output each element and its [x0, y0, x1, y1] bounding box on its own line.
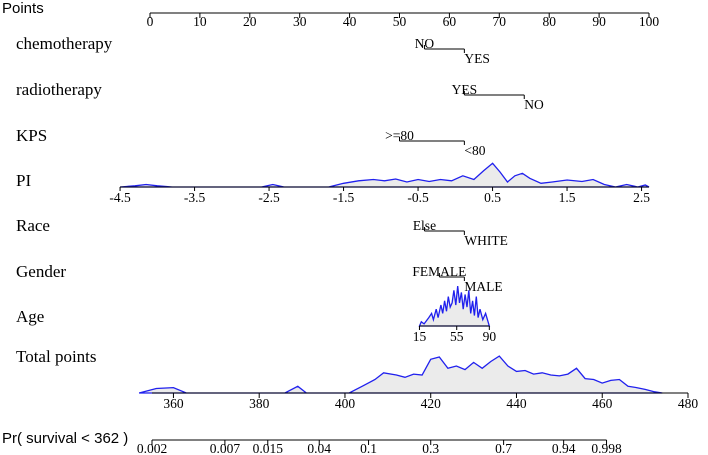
chart-marks: 0 10 20 30 40 50 60 70 80 90 100 NO YES YES NO >=80 <80 E… — [109, 12, 699, 455]
density-total-points — [138, 355, 663, 394]
row-label-race: Race — [16, 216, 50, 235]
points-axis-tick-label-4: 40 — [343, 14, 357, 29]
level-label-Gender-1: MALE — [464, 279, 502, 294]
level-label-Race-0: Else — [413, 218, 436, 233]
level-label-radiotherapy-1: NO — [524, 97, 544, 112]
level-label-chemotherapy-0: NO — [415, 36, 435, 51]
tick-label-age-0: 15 — [413, 329, 427, 344]
tick-label-pi-5: 0.5 — [484, 190, 501, 205]
level-label-radiotherapy-0: YES — [452, 82, 478, 97]
tick-label-pi-7: 2.5 — [633, 190, 650, 205]
level-label-Race-1: WHITE — [464, 233, 507, 248]
points-axis-label: Points — [2, 0, 44, 17]
row-label-gender: Gender — [16, 262, 66, 281]
tick-label-age-1: 55 — [450, 329, 464, 344]
row-label-pi: PI — [16, 171, 31, 190]
points-axis-tick-label-3: 30 — [293, 14, 307, 29]
density-pi — [120, 162, 650, 188]
row-label-total-points: Total points — [16, 347, 97, 366]
points-axis-tick-label-5: 50 — [393, 14, 407, 29]
tick-label-survival-3: 0.04 — [307, 441, 331, 455]
density-age — [418, 286, 491, 327]
tick-label-total-points-1: 380 — [249, 396, 270, 411]
points-axis-tick-label-1: 10 — [193, 14, 207, 29]
tick-label-total-points-5: 460 — [592, 396, 613, 411]
tick-label-pi-6: 1.5 — [559, 190, 576, 205]
tick-label-total-points-2: 400 — [335, 396, 356, 411]
tick-label-total-points-6: 480 — [678, 396, 699, 411]
tick-label-survival-0: 0.002 — [137, 441, 167, 455]
tick-label-survival-5: 0.3 — [422, 441, 439, 455]
points-axis-tick-label-9: 90 — [592, 14, 606, 29]
tick-label-pi-4: -0.5 — [407, 190, 429, 205]
points-axis-tick-label-8: 80 — [542, 14, 556, 29]
tick-label-pi-3: -1.5 — [333, 190, 355, 205]
row-label-kps: KPS — [16, 126, 47, 145]
tick-label-survival-7: 0.94 — [552, 441, 576, 455]
points-axis-tick-label-10: 100 — [639, 14, 660, 29]
tick-label-survival-1: 0.007 — [210, 441, 241, 455]
tick-label-total-points-0: 360 — [163, 396, 184, 411]
tick-label-survival-4: 0.1 — [360, 441, 377, 455]
row-label-age: Age — [16, 307, 44, 326]
tick-label-survival-6: 0.7 — [495, 441, 512, 455]
level-label-KPS-0: >=80 — [385, 128, 414, 143]
tick-label-pi-2: -2.5 — [258, 190, 280, 205]
row-label-chemotherapy: chemotherapy — [16, 34, 113, 53]
tick-label-pi-0: -4.5 — [109, 190, 131, 205]
tick-label-total-points-4: 440 — [506, 396, 527, 411]
tick-label-age-2: 90 — [483, 329, 497, 344]
points-axis-tick-label-0: 0 — [147, 14, 154, 29]
tick-label-survival-2: 0.015 — [253, 441, 284, 455]
tick-label-pi-1: -3.5 — [184, 190, 206, 205]
tick-label-total-points-3: 420 — [421, 396, 442, 411]
level-label-Gender-0: FEMALE — [412, 264, 466, 279]
row-label-survival: Pr( survival < 362 ) — [2, 430, 128, 447]
level-label-KPS-1: <80 — [464, 143, 485, 158]
points-axis-tick-label-2: 20 — [243, 14, 257, 29]
points-axis-tick-label-7: 70 — [493, 14, 507, 29]
points-axis-tick-label-6: 60 — [443, 14, 457, 29]
level-label-chemotherapy-1: YES — [464, 51, 490, 66]
row-label-radiotherapy: radiotherapy — [16, 80, 102, 99]
tick-label-survival-8: 0.998 — [591, 441, 622, 455]
